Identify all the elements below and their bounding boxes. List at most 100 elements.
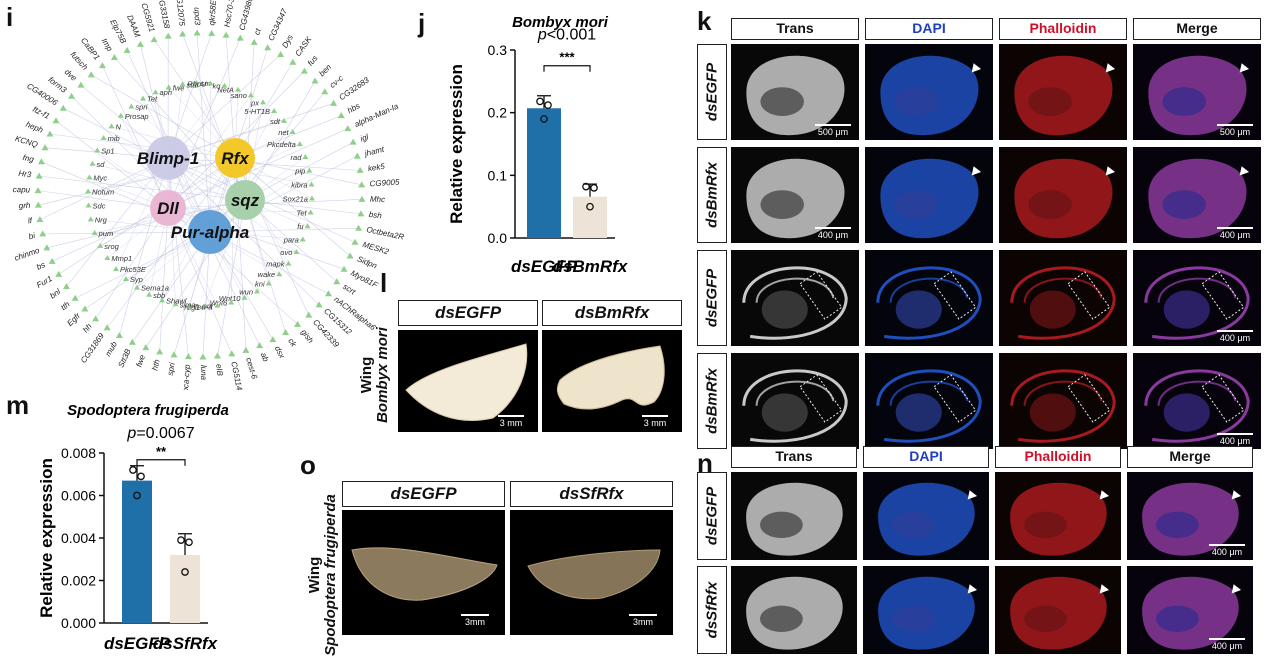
network-node bbox=[179, 30, 187, 37]
gene-label: hth bbox=[150, 358, 162, 372]
network-node bbox=[89, 160, 96, 166]
data-point bbox=[544, 101, 552, 109]
gene-label: gish bbox=[299, 328, 315, 346]
wing-word-o: Wing bbox=[306, 556, 323, 594]
scale-bar: 500 μm bbox=[811, 124, 855, 137]
gene-label: fus bbox=[306, 54, 320, 68]
tissue-shape bbox=[1144, 266, 1250, 340]
wing-photo-bombyx-egfp: 3 mm bbox=[398, 330, 538, 432]
gene-label-inner: Syp bbox=[130, 275, 143, 284]
network-node bbox=[213, 352, 221, 359]
p-value-symbol: p bbox=[537, 27, 547, 44]
scale-bar-line bbox=[1209, 638, 1245, 640]
gene-label: Imp bbox=[100, 37, 115, 54]
gene-label: tth bbox=[59, 299, 72, 312]
network-edge bbox=[39, 157, 169, 220]
network-edge bbox=[234, 157, 351, 257]
network-node bbox=[214, 302, 221, 308]
network-node bbox=[349, 138, 357, 145]
network-node bbox=[254, 288, 261, 294]
tissue-shape bbox=[742, 266, 848, 340]
tissue-core bbox=[1155, 511, 1199, 538]
column-header: Trans bbox=[731, 18, 859, 40]
x-tick-label: dsSfRfx bbox=[153, 634, 219, 653]
network-edge bbox=[114, 57, 246, 201]
network-node bbox=[276, 271, 283, 277]
gene-label: lf bbox=[27, 216, 33, 226]
roi-box bbox=[799, 271, 843, 320]
tissue-shape bbox=[876, 266, 982, 340]
micrograph-tile bbox=[731, 250, 859, 346]
scale-bar-line bbox=[1217, 124, 1253, 126]
chart-title: Spodoptera frugiperda bbox=[67, 402, 229, 419]
network-edge bbox=[217, 199, 246, 357]
gene-label-inner: spri bbox=[135, 103, 147, 112]
gene-label: CG5921 bbox=[139, 2, 156, 33]
tissue-shape bbox=[1142, 482, 1239, 556]
gene-label: Egfr bbox=[65, 311, 82, 328]
scale-bar-label: 400 μm bbox=[1211, 547, 1243, 557]
tissue-core bbox=[1029, 393, 1076, 432]
gene-label: DAAM bbox=[125, 14, 142, 39]
wing-header-l-egfp: dsEGFP bbox=[398, 300, 538, 326]
panel-label-j: j bbox=[418, 8, 426, 38]
network-node bbox=[306, 167, 313, 173]
network-node bbox=[340, 265, 348, 272]
y-tick-label: 0.006 bbox=[61, 488, 96, 504]
network-node bbox=[308, 195, 315, 201]
gene-label-inner: pum bbox=[98, 229, 114, 238]
tissue-shape bbox=[746, 576, 843, 650]
roi-box bbox=[933, 271, 977, 320]
micrograph-tile bbox=[999, 353, 1127, 449]
p-value-text: <0.001 bbox=[547, 27, 596, 44]
network-node bbox=[300, 67, 308, 74]
network-node bbox=[271, 107, 278, 113]
micrograph-tile bbox=[863, 472, 989, 560]
x-tick-label: dsEGFP bbox=[511, 257, 578, 276]
tissue-outline bbox=[1010, 266, 1116, 340]
data-point bbox=[137, 472, 145, 481]
network-edge bbox=[38, 190, 169, 209]
network-node bbox=[277, 50, 285, 57]
gene-label: CG43980 bbox=[238, 0, 255, 31]
network-node bbox=[35, 172, 43, 179]
bar bbox=[170, 555, 200, 623]
column-header: DAPI bbox=[865, 18, 993, 40]
network-node bbox=[256, 342, 264, 349]
gene-label-inner: Shawl bbox=[166, 296, 187, 305]
network-node bbox=[281, 117, 288, 123]
network-edge bbox=[244, 80, 316, 201]
tissue-shape bbox=[878, 482, 975, 556]
gene-label: eIB bbox=[214, 363, 224, 377]
network-edge bbox=[38, 157, 236, 206]
significance-stars: *** bbox=[559, 50, 575, 65]
network-edge bbox=[196, 33, 211, 233]
panel-label-k: k bbox=[697, 6, 712, 36]
network-node bbox=[36, 216, 44, 223]
micrograph-tile: 500 μm bbox=[1133, 44, 1261, 140]
row-label-text: dsEGFP bbox=[703, 62, 721, 122]
gene-label: bs bbox=[35, 260, 46, 272]
network-edge bbox=[167, 199, 362, 209]
significance-stars: ** bbox=[156, 444, 167, 459]
micrograph-tile bbox=[865, 147, 993, 243]
network-node bbox=[92, 315, 100, 322]
gene-label: hbs bbox=[346, 101, 362, 115]
gene-label: ftz-f1 bbox=[31, 105, 51, 121]
network-node bbox=[302, 154, 309, 160]
network-node bbox=[358, 195, 366, 202]
network-node bbox=[236, 34, 244, 41]
y-tick-label: 0.0 bbox=[488, 230, 508, 246]
network-node bbox=[289, 58, 297, 65]
micrograph-tile: 400 μm bbox=[1133, 353, 1261, 449]
network-node bbox=[142, 344, 150, 351]
network-node bbox=[242, 346, 250, 353]
tissue-shape bbox=[746, 482, 843, 556]
network-node bbox=[100, 134, 107, 140]
network-node bbox=[34, 201, 42, 208]
bar bbox=[122, 480, 152, 623]
data-point bbox=[536, 97, 544, 106]
row-label-text: dsSfRfx bbox=[703, 581, 721, 639]
network-edge bbox=[225, 35, 236, 159]
network-node bbox=[351, 238, 359, 245]
